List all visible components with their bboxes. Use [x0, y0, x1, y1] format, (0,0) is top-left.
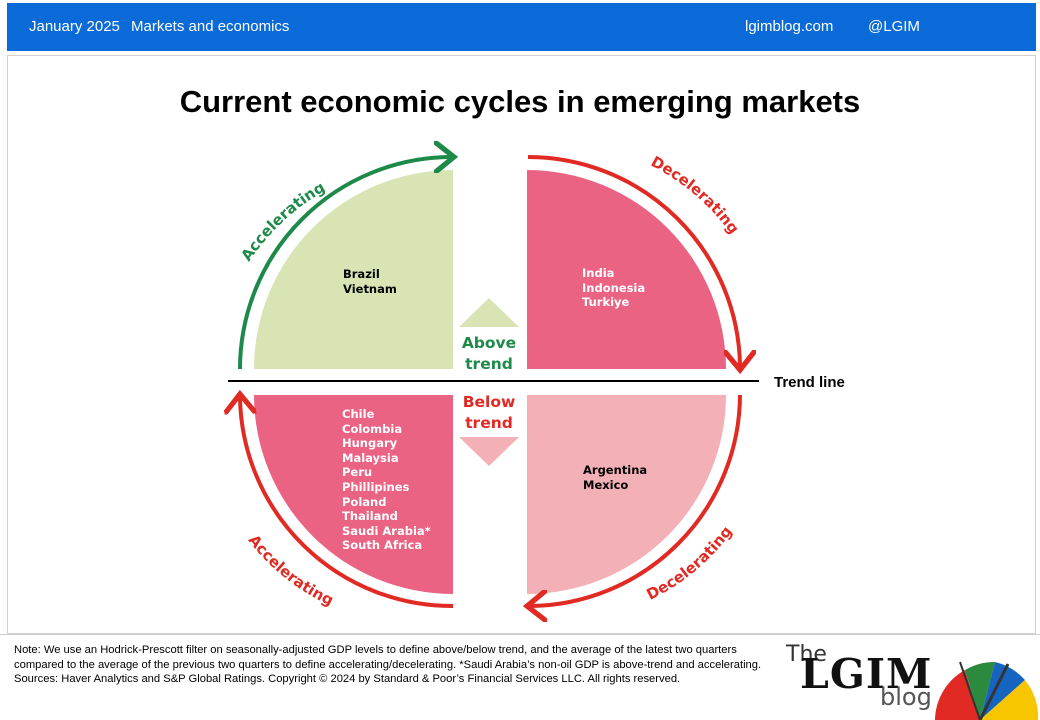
country-item: Saudi Arabia*: [342, 523, 431, 538]
country-item: Thailand: [342, 509, 398, 524]
methodology-note: Note: We use an Hodrick-Prescott filter …: [14, 644, 762, 671]
country-item: India: [582, 266, 615, 280]
page-title: Current economic cycles in emerging mark…: [179, 84, 861, 119]
accelerating-arrow-bottom: [240, 398, 454, 609]
country-list-bottom-right: Argentina Mexico: [583, 463, 647, 492]
below-trend-label: Below trend: [462, 393, 516, 432]
quadrant-top-right: [527, 170, 726, 369]
country-item: Colombia: [342, 421, 403, 436]
umbrella-logo-icon: [935, 661, 1039, 720]
country-item: Malaysia: [342, 450, 399, 465]
decelerating-arrow-top: [527, 155, 740, 366]
content-frame: [7, 55, 1036, 634]
above-trend-label: Above trend: [461, 334, 517, 373]
country-item: Vietnam: [343, 281, 397, 296]
header-date: January 2025: [29, 18, 120, 35]
header-bar: January 2025 Markets and economics lgimb…: [7, 3, 1036, 51]
country-item: Mexico: [583, 477, 629, 492]
quadrant-bottom-right: [527, 395, 726, 594]
country-item: Brazil: [343, 267, 380, 281]
header-section[interactable]: Markets and economics: [131, 18, 290, 35]
below-trend-triangle: [459, 437, 519, 466]
country-item: Chile: [342, 407, 375, 421]
country-list-top-left: Brazil Vietnam: [343, 267, 397, 296]
country-item: Argentina: [583, 463, 648, 477]
accelerating-arrow-top: [238, 157, 450, 370]
logo-the: The: [786, 642, 827, 667]
trend-line-label: Trend line: [774, 374, 845, 391]
country-item: Peru: [342, 465, 373, 480]
logo-blog: blog: [880, 683, 932, 711]
sources-note: Sources: Haver Analytics and S&P Global …: [14, 673, 681, 685]
quadrant-top-left: [254, 170, 453, 369]
country-item: South Africa: [342, 538, 423, 553]
country-list-bottom-left: Chile Colombia Hungary Malaysia Peru Phillipi…: [342, 407, 431, 553]
country-item: Indonesia: [582, 280, 646, 295]
country-item: Phillipines: [342, 479, 410, 494]
quadrant-bottom-left: [254, 395, 453, 594]
decelerating-arrow-bottom: [531, 394, 742, 606]
country-item: Turkiye: [582, 295, 630, 310]
country-item: Hungary: [342, 436, 398, 451]
header-site-link[interactable]: lgimblog.com: [745, 18, 834, 35]
country-item: Poland: [342, 494, 387, 509]
country-list-top-right: India Indonesia Turkiye: [582, 266, 645, 310]
above-trend-triangle: [459, 298, 519, 327]
logo-lgim: LGIM: [800, 650, 933, 698]
footer-note: Note: We use an Hodrick-Prescott filter …: [14, 643, 784, 687]
header-handle-link[interactable]: @LGIM: [868, 18, 920, 35]
footer-divider: [0, 634, 1040, 635]
